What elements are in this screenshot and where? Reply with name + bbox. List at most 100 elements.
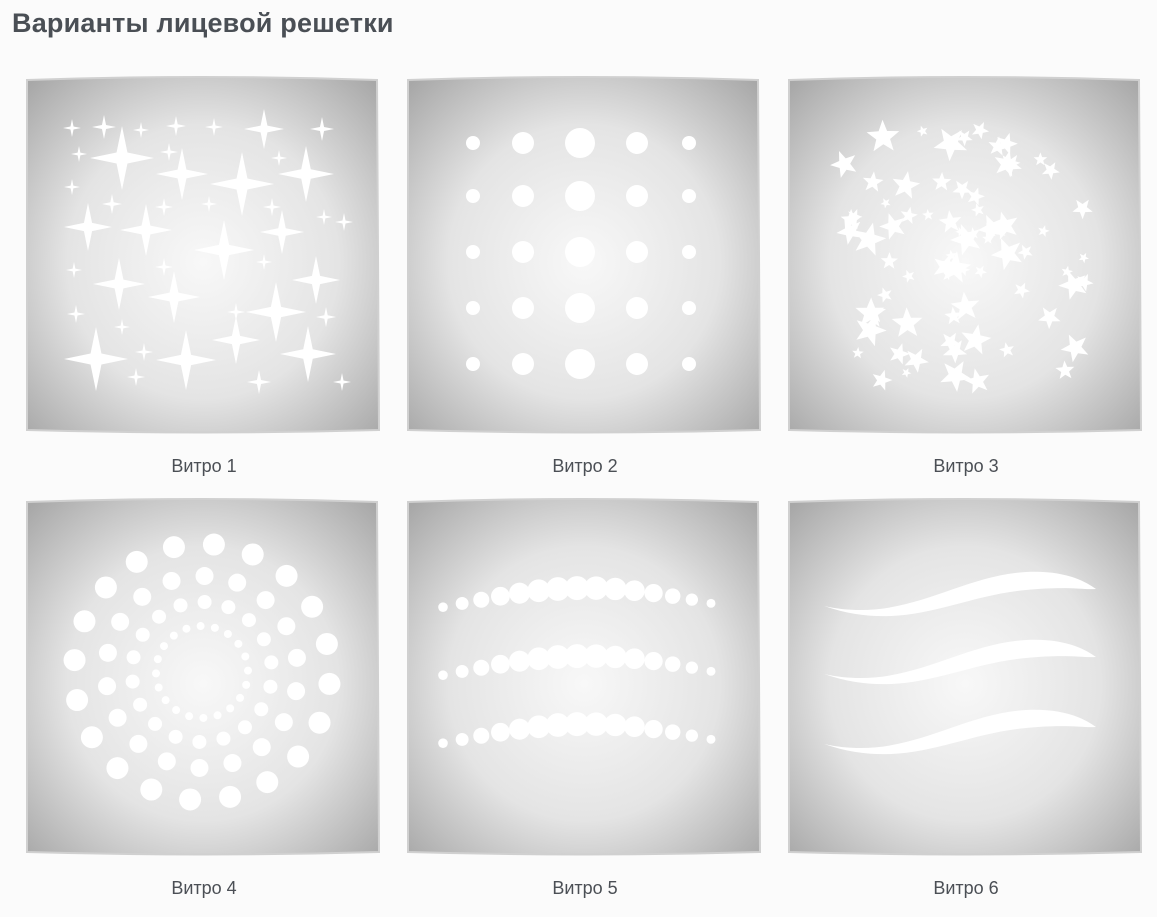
- pattern-dot: [169, 631, 178, 640]
- pattern-star: [892, 171, 921, 199]
- pattern-sparkle: [127, 368, 145, 386]
- pattern-dot: [706, 666, 716, 676]
- pattern-dot: [219, 785, 242, 808]
- pattern-dot: [682, 136, 696, 150]
- pattern-dot: [152, 669, 161, 678]
- pattern-dot: [301, 595, 324, 618]
- pattern-dot: [682, 357, 696, 371]
- pattern-sparkle: [271, 150, 287, 166]
- pattern-star: [933, 128, 968, 162]
- pattern-star: [1014, 282, 1030, 299]
- pattern-sparkle: [71, 146, 87, 162]
- pattern-sparkle: [310, 117, 334, 141]
- pattern-star: [854, 222, 887, 256]
- pattern-dot: [438, 738, 448, 748]
- variant-card-vitro-4[interactable]: Витро 4: [24, 494, 384, 914]
- pattern-sparkle: [166, 116, 186, 136]
- pattern-dot: [706, 734, 716, 744]
- variant-card-vitro-3[interactable]: Витро 3: [786, 72, 1146, 492]
- variant-card-vitro-1[interactable]: Витро 1: [24, 72, 384, 492]
- pattern-star: [875, 127, 887, 139]
- pattern-dot: [241, 613, 256, 628]
- pattern-dot: [256, 632, 271, 647]
- pattern-dot: [256, 591, 275, 610]
- pattern-dot: [241, 543, 264, 566]
- vitro-1-image: [26, 76, 381, 434]
- variant-card-vitro-6[interactable]: Витро 6: [786, 494, 1146, 914]
- pattern-dot: [491, 586, 510, 606]
- variant-card-vitro-2[interactable]: Витро 2: [405, 72, 765, 492]
- pattern-dot: [512, 297, 534, 319]
- pattern-dot: [604, 645, 627, 669]
- pattern-dot: [626, 185, 648, 207]
- pattern-dot: [161, 696, 170, 705]
- vitro-4-image: [26, 498, 381, 856]
- pattern-star: [901, 368, 912, 378]
- pattern-dot: [157, 752, 176, 771]
- pattern-star: [950, 291, 980, 320]
- pattern-star: [940, 332, 961, 353]
- pattern-dot: [473, 727, 490, 744]
- pattern-dot: [63, 649, 86, 672]
- pattern-dot: [254, 702, 269, 717]
- pattern-dot: [140, 778, 163, 801]
- pattern-sparkle: [316, 209, 332, 225]
- pattern-dot: [287, 682, 306, 701]
- vitro-6-pattern: [824, 571, 1096, 755]
- pattern-dot: [263, 679, 278, 694]
- pattern-dot: [241, 652, 250, 661]
- pattern-dot: [512, 353, 534, 375]
- pattern-dot: [664, 588, 681, 604]
- pattern-sparkle: [102, 194, 122, 214]
- variant-card-vitro-5[interactable]: Витро 5: [405, 494, 765, 914]
- pattern-sparkle: [120, 204, 172, 256]
- pattern-dot: [584, 576, 608, 600]
- pattern-dot: [125, 674, 140, 689]
- pattern-dot: [626, 297, 648, 319]
- pattern-dot: [242, 680, 251, 689]
- pattern-dot: [565, 712, 589, 737]
- pattern-star: [1038, 225, 1050, 237]
- pattern-star: [900, 206, 918, 224]
- pattern-dot: [223, 754, 242, 773]
- variant-caption: Витро 6: [933, 878, 999, 898]
- pattern-dot: [179, 788, 202, 811]
- pattern-dot: [195, 567, 214, 586]
- vitro-6-panel: [788, 498, 1143, 856]
- pattern-dot: [565, 349, 595, 379]
- pattern-wave: [824, 709, 1096, 755]
- pattern-star: [996, 132, 1018, 155]
- pattern-dot: [455, 596, 469, 610]
- pattern-sparkle: [244, 109, 284, 149]
- pattern-dot: [287, 745, 310, 768]
- pattern-sparkle: [156, 330, 216, 390]
- pattern-star: [891, 307, 923, 337]
- pattern-dot: [168, 729, 183, 744]
- pattern-dot: [509, 650, 531, 672]
- pattern-dot: [685, 661, 698, 674]
- pattern-sparkle: [278, 146, 334, 202]
- pattern-dot: [185, 712, 194, 721]
- pattern-star: [840, 208, 862, 229]
- pattern-sparkle: [64, 327, 128, 391]
- pattern-star: [1061, 265, 1073, 278]
- pattern-star: [1072, 199, 1093, 220]
- pattern-star: [879, 213, 905, 240]
- pattern-sparkle: [63, 119, 81, 137]
- vitro-1-pattern: [63, 109, 353, 394]
- pattern-dot: [221, 600, 236, 615]
- pattern-star: [860, 299, 885, 323]
- pattern-dot: [173, 598, 188, 613]
- pattern-star: [971, 203, 984, 217]
- pattern-star: [852, 347, 864, 359]
- pattern-dot: [148, 716, 163, 731]
- pattern-dot: [159, 642, 168, 651]
- pattern-sparkle: [67, 305, 85, 323]
- pattern-star: [994, 150, 1021, 177]
- pattern-star: [932, 172, 952, 191]
- pattern-star: [988, 136, 1008, 156]
- pattern-star: [955, 226, 965, 237]
- vitro-1-panel: [26, 76, 381, 434]
- pattern-dot: [565, 128, 595, 158]
- pattern-dot: [466, 189, 480, 203]
